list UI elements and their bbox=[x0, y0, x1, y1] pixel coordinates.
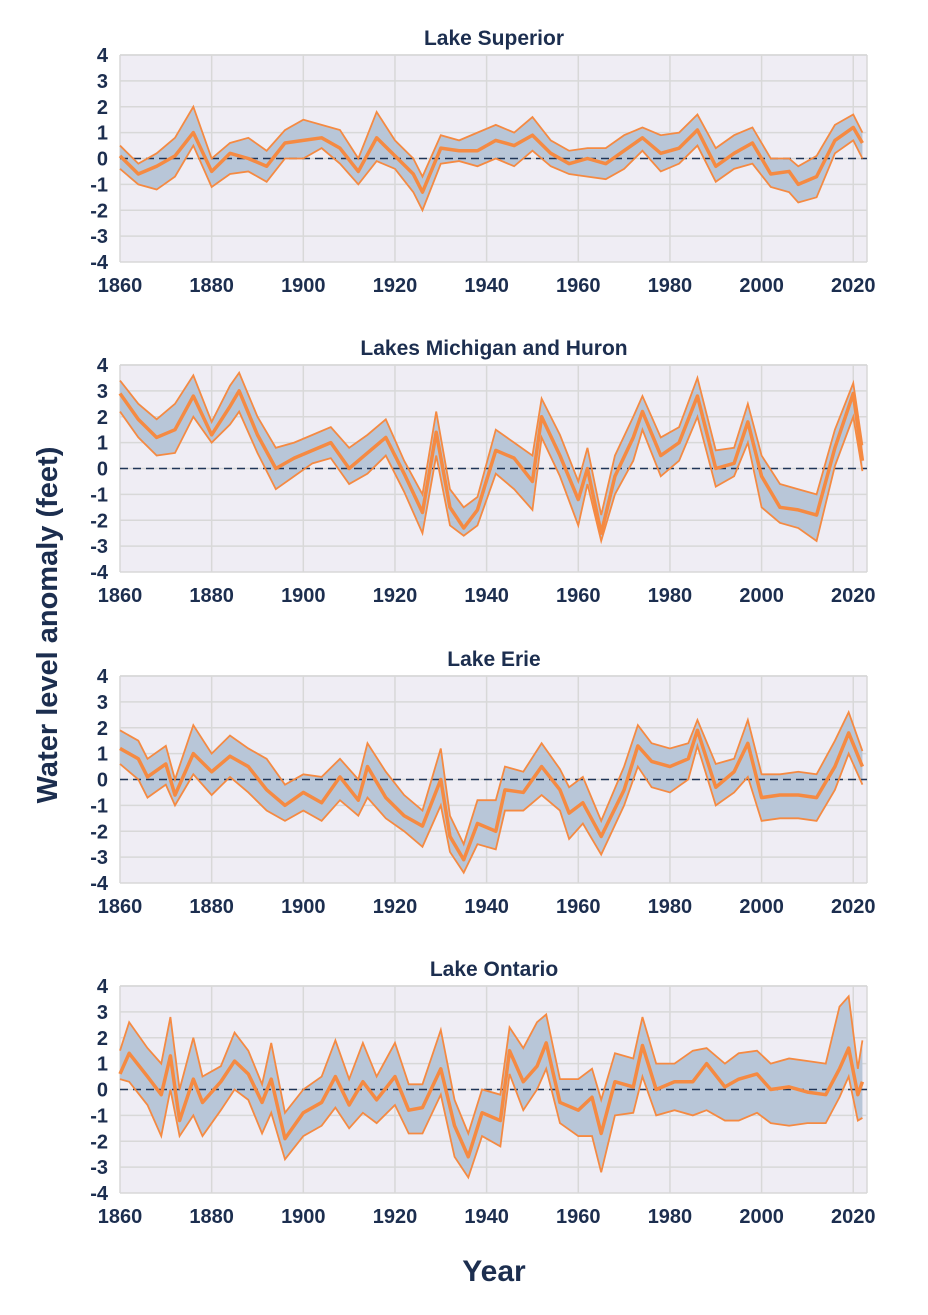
x-tick-label: 1880 bbox=[189, 275, 234, 297]
x-tick-label: 2020 bbox=[831, 585, 876, 607]
x-tick-label: 1880 bbox=[189, 585, 234, 607]
y-tick-label: 3 bbox=[97, 71, 108, 93]
y-tick-label: 4 bbox=[97, 45, 109, 67]
y-tick-label: -4 bbox=[90, 873, 109, 895]
y-tick-label: 3 bbox=[97, 381, 108, 403]
panel-title: Lake Ontario bbox=[430, 958, 558, 981]
y-tick-label: 2 bbox=[97, 407, 108, 429]
x-tick-label: 2020 bbox=[831, 1206, 876, 1228]
x-tick-label: 2000 bbox=[739, 585, 784, 607]
x-axis-label: Year bbox=[462, 1255, 526, 1288]
y-tick-label: -1 bbox=[90, 795, 108, 817]
y-tick-label: -2 bbox=[90, 1131, 108, 1153]
x-tick-label: 1940 bbox=[464, 896, 509, 918]
x-tick-label: 1880 bbox=[189, 896, 234, 918]
y-axis-label: Water level anomaly (feet) bbox=[32, 447, 64, 804]
y-tick-label: 0 bbox=[97, 1080, 108, 1102]
x-tick-label: 2000 bbox=[739, 275, 784, 297]
panel-title: Lake Erie bbox=[447, 648, 540, 671]
x-tick-label: 1860 bbox=[98, 275, 143, 297]
x-tick-label: 1920 bbox=[373, 1206, 418, 1228]
x-tick-label: 1860 bbox=[98, 585, 143, 607]
x-tick-label: 2000 bbox=[739, 1206, 784, 1228]
y-tick-label: 0 bbox=[97, 459, 108, 481]
y-tick-label: 0 bbox=[97, 770, 108, 792]
y-tick-label: -4 bbox=[90, 252, 109, 274]
y-tick-label: -1 bbox=[90, 1105, 108, 1127]
x-tick-label: 1940 bbox=[464, 1206, 509, 1228]
y-tick-label: 1 bbox=[97, 1054, 108, 1076]
y-tick-label: -2 bbox=[90, 510, 108, 532]
y-tick-label: -2 bbox=[90, 200, 108, 222]
x-tick-label: 1980 bbox=[648, 1206, 693, 1228]
y-tick-label: 1 bbox=[97, 433, 108, 455]
y-tick-label: -3 bbox=[90, 847, 108, 869]
x-tick-label: 1860 bbox=[98, 1206, 143, 1228]
y-tick-label: 4 bbox=[97, 666, 109, 688]
x-tick-label: 1960 bbox=[556, 1206, 601, 1228]
x-tick-label: 1980 bbox=[648, 585, 693, 607]
x-tick-label: 1960 bbox=[556, 585, 601, 607]
x-tick-label: 1920 bbox=[373, 275, 418, 297]
y-tick-label: -3 bbox=[90, 536, 108, 558]
y-tick-label: -1 bbox=[90, 174, 108, 196]
x-tick-label: 1960 bbox=[556, 896, 601, 918]
y-tick-label: 1 bbox=[97, 744, 108, 766]
y-tick-label: 4 bbox=[97, 976, 109, 998]
x-tick-label: 1980 bbox=[648, 275, 693, 297]
y-tick-label: 2 bbox=[97, 1028, 108, 1050]
x-tick-label: 1880 bbox=[189, 1206, 234, 1228]
x-tick-label: 1900 bbox=[281, 896, 326, 918]
x-tick-label: 1940 bbox=[464, 585, 509, 607]
y-tick-label: -3 bbox=[90, 1157, 108, 1179]
y-tick-label: -1 bbox=[90, 484, 108, 506]
x-tick-label: 2000 bbox=[739, 896, 784, 918]
y-tick-label: 4 bbox=[97, 355, 109, 377]
y-tick-label: 2 bbox=[97, 718, 108, 740]
y-tick-label: -3 bbox=[90, 226, 108, 248]
x-tick-label: 2020 bbox=[831, 896, 876, 918]
y-tick-label: 1 bbox=[97, 123, 108, 145]
x-tick-label: 2020 bbox=[831, 275, 876, 297]
y-tick-label: -2 bbox=[90, 821, 108, 843]
x-tick-label: 1980 bbox=[648, 896, 693, 918]
y-tick-label: -4 bbox=[90, 562, 109, 584]
y-tick-label: 3 bbox=[97, 1002, 108, 1024]
x-tick-label: 1940 bbox=[464, 275, 509, 297]
panel-title: Lakes Michigan and Huron bbox=[360, 337, 627, 360]
x-tick-label: 1900 bbox=[281, 1206, 326, 1228]
x-tick-label: 1900 bbox=[281, 275, 326, 297]
x-tick-label: 1860 bbox=[98, 896, 143, 918]
y-tick-label: 2 bbox=[97, 97, 108, 119]
y-tick-label: 3 bbox=[97, 692, 108, 714]
x-tick-label: 1920 bbox=[373, 896, 418, 918]
y-tick-label: 0 bbox=[97, 149, 108, 171]
x-tick-label: 1920 bbox=[373, 585, 418, 607]
x-tick-label: 1900 bbox=[281, 585, 326, 607]
y-tick-label: -4 bbox=[90, 1183, 109, 1205]
panel-title: Lake Superior bbox=[424, 27, 564, 50]
x-tick-label: 1960 bbox=[556, 275, 601, 297]
